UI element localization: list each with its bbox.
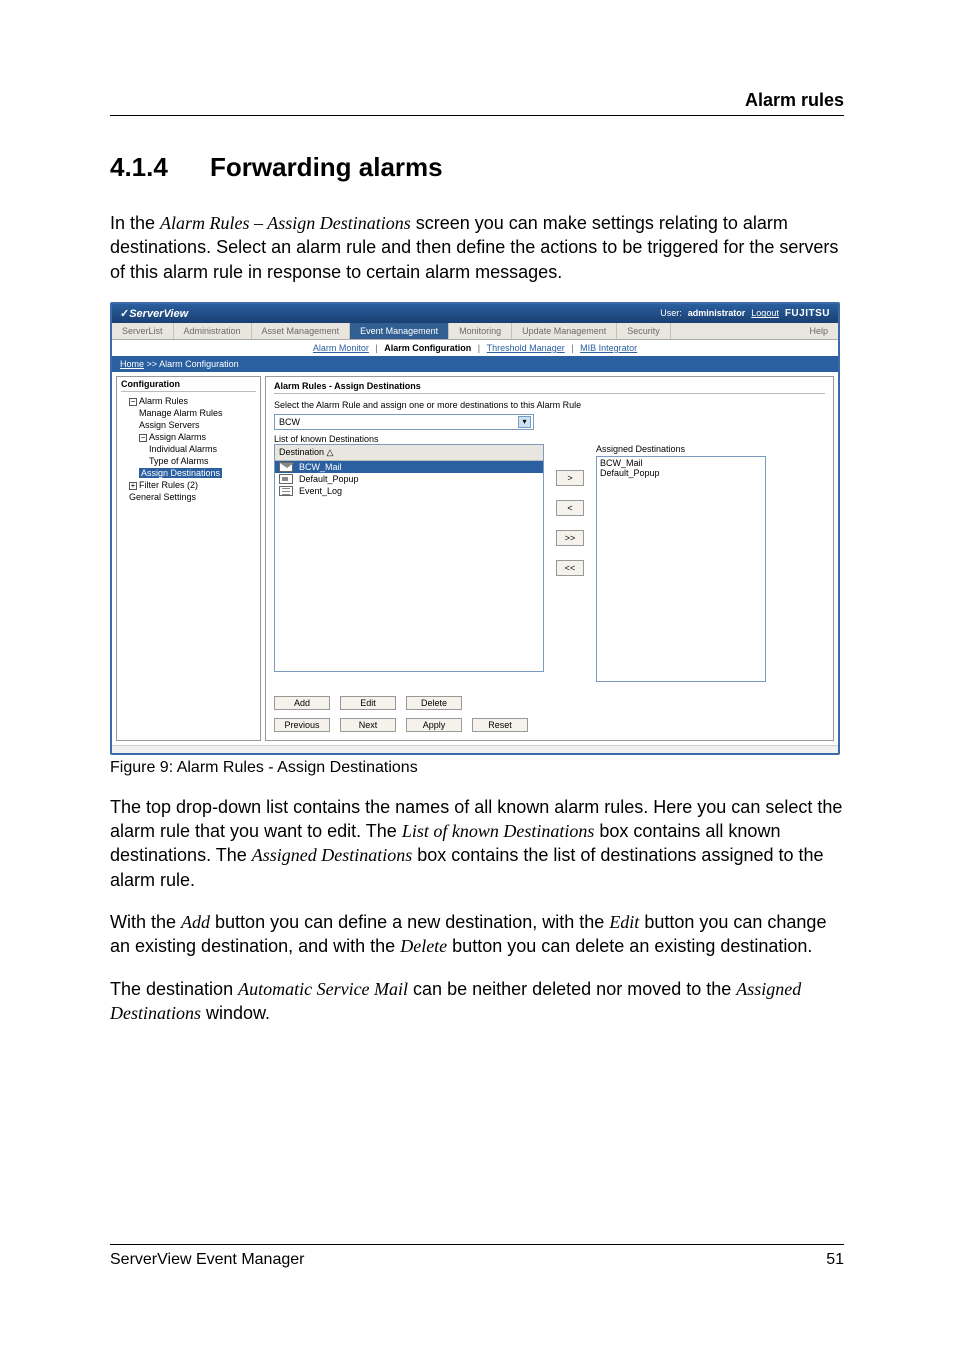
tree-assign-destinations[interactable]: Assign Destinations: [121, 467, 256, 479]
breadcrumb-home[interactable]: Home: [120, 359, 144, 369]
user-label: User:: [660, 308, 682, 318]
panel-instruction: Select the Alarm Rule and assign one or …: [274, 400, 825, 410]
subnav-alarm-configuration[interactable]: Alarm Configuration: [382, 343, 473, 353]
list-item[interactable]: Default_Popup: [275, 473, 543, 485]
sidebar-title: Configuration: [121, 379, 256, 392]
tab-update-management[interactable]: Update Management: [512, 323, 617, 339]
apply-button[interactable]: Apply: [406, 718, 462, 732]
edit-button[interactable]: Edit: [340, 696, 396, 710]
popup-icon: [279, 474, 293, 484]
help-link[interactable]: Help: [799, 323, 838, 339]
panel-title: Alarm Rules - Assign Destinations: [274, 381, 825, 394]
subnav-mib-integrator[interactable]: MIB Integrator: [578, 343, 639, 353]
logout-link[interactable]: Logout: [751, 308, 779, 318]
log-icon: [279, 486, 293, 496]
product-name: ✓ServerView: [120, 308, 188, 320]
paragraph-4: The destination Automatic Service Mail c…: [110, 977, 844, 1026]
section-heading: 4.1.4Forwarding alarms: [110, 152, 844, 183]
transfer-buttons: > < >> <<: [556, 444, 584, 576]
tree-assign-servers[interactable]: Assign Servers: [121, 419, 256, 431]
sidebar: Configuration −Alarm Rules Manage Alarm …: [116, 376, 261, 741]
page-footer: ServerView Event Manager 51: [110, 1244, 844, 1269]
known-destinations-listbox[interactable]: Destination △ BCW_Mail Default_Popup: [274, 444, 544, 672]
tree-manage-alarm-rules[interactable]: Manage Alarm Rules: [121, 407, 256, 419]
tab-serverlist[interactable]: ServerList: [112, 323, 174, 339]
user-name: administrator: [688, 308, 746, 318]
status-strip: [112, 745, 838, 753]
sub-nav: Alarm Monitor | Alarm Configuration | Th…: [112, 340, 838, 356]
list-item[interactable]: Event_Log: [275, 485, 543, 497]
move-all-left-button[interactable]: <<: [556, 560, 584, 576]
main-nav: ServerList Administration Asset Manageme…: [112, 323, 838, 340]
page-header-title: Alarm rules: [110, 90, 844, 111]
tab-event-management[interactable]: Event Management: [350, 323, 449, 339]
tree-alarm-rules[interactable]: −Alarm Rules: [121, 395, 256, 407]
figure-caption: Figure 9: Alarm Rules - Assign Destinati…: [110, 759, 844, 777]
listbox-header[interactable]: Destination △: [275, 445, 543, 461]
tree-assign-alarms[interactable]: −Assign Alarms: [121, 431, 256, 443]
tree-individual-alarms[interactable]: Individual Alarms: [121, 443, 256, 455]
move-left-button[interactable]: <: [556, 500, 584, 516]
assigned-destinations-label: Assigned Destinations: [596, 444, 766, 454]
breadcrumb-current: Alarm Configuration: [159, 359, 239, 369]
assigned-destinations-listbox[interactable]: BCW_Mail Default_Popup: [596, 456, 766, 682]
tab-security[interactable]: Security: [617, 323, 671, 339]
chevron-down-icon: ▾: [518, 416, 531, 428]
next-button[interactable]: Next: [340, 718, 396, 732]
alarm-rule-select-value: BCW: [279, 417, 300, 427]
previous-button[interactable]: Previous: [274, 718, 330, 732]
mail-icon: [279, 462, 293, 472]
subnav-alarm-monitor[interactable]: Alarm Monitor: [311, 343, 371, 353]
tree-type-of-alarms[interactable]: Type of Alarms: [121, 455, 256, 467]
list-item[interactable]: Default_Popup: [600, 468, 762, 478]
footer-left: ServerView Event Manager: [110, 1251, 304, 1269]
known-destinations-label: List of known Destinations: [274, 434, 825, 444]
tab-asset-management[interactable]: Asset Management: [252, 323, 351, 339]
screenshot: ✓ServerView User: administrator Logout F…: [112, 304, 838, 753]
paragraph-3: With the Add button you can define a new…: [110, 910, 844, 959]
heading-number: 4.1.4: [110, 152, 210, 183]
intro-paragraph: In the Alarm Rules – Assign Destinations…: [110, 211, 844, 284]
list-item[interactable]: BCW_Mail: [275, 461, 543, 473]
window-titlebar: ✓ServerView User: administrator Logout F…: [112, 304, 838, 323]
tree-filter-rules[interactable]: +Filter Rules (2): [121, 479, 256, 491]
move-all-right-button[interactable]: >>: [556, 530, 584, 546]
tab-monitoring[interactable]: Monitoring: [449, 323, 512, 339]
header-rule: [110, 115, 844, 116]
paragraph-2: The top drop-down list contains the name…: [110, 795, 844, 892]
main-panel: Alarm Rules - Assign Destinations Select…: [265, 376, 834, 741]
brand-logo: FUJITSU: [785, 308, 830, 319]
reset-button[interactable]: Reset: [472, 718, 528, 732]
breadcrumb: Home >> Alarm Configuration: [112, 356, 838, 372]
screenshot-frame: ✓ServerView User: administrator Logout F…: [110, 302, 840, 755]
subnav-threshold-manager[interactable]: Threshold Manager: [485, 343, 567, 353]
delete-button[interactable]: Delete: [406, 696, 462, 710]
heading-title: Forwarding alarms: [210, 152, 443, 182]
sidebar-tree: −Alarm Rules Manage Alarm Rules Assign S…: [121, 395, 256, 503]
tree-general-settings[interactable]: General Settings: [121, 491, 256, 503]
alarm-rule-select[interactable]: BCW ▾: [274, 414, 534, 430]
footer-page-number: 51: [826, 1251, 844, 1269]
move-right-button[interactable]: >: [556, 470, 584, 486]
add-button[interactable]: Add: [274, 696, 330, 710]
tab-administration[interactable]: Administration: [174, 323, 252, 339]
list-item[interactable]: BCW_Mail: [600, 458, 762, 468]
